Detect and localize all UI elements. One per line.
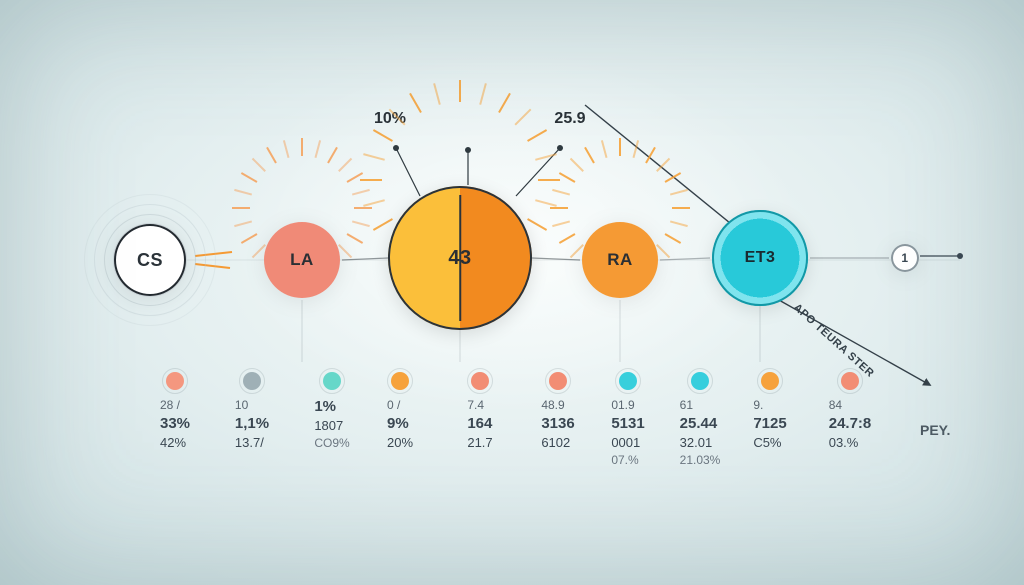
data-value: 21.7 (467, 435, 492, 450)
node-la: LA (264, 222, 340, 298)
data-column: 01.9 5131 0001 07.% (611, 398, 644, 467)
data-value: 13.7/ (235, 435, 269, 450)
node-cs: CS (114, 224, 186, 296)
data-column: 61 25.44 32.01 21.03% (680, 398, 721, 467)
data-value: 03.% (829, 435, 872, 450)
data-value: 3136 (541, 415, 574, 432)
data-value: 164 (467, 415, 492, 432)
data-value: 0001 (611, 435, 644, 450)
node-label-et3: ET3 (745, 249, 776, 267)
node-label-ra: RA (607, 250, 633, 270)
data-value: 5131 (611, 415, 644, 432)
node-et3: ET3 (712, 210, 808, 306)
data-value: 1% (314, 398, 349, 415)
side-unit-label: PEY. (920, 422, 950, 438)
node-label-la: LA (290, 250, 314, 270)
data-value: 20% (387, 435, 413, 450)
node-label-one: 1 (901, 251, 908, 265)
data-value: 6102 (541, 435, 574, 450)
data-value: 0 / (387, 398, 413, 412)
data-value: 21.03% (680, 453, 721, 467)
data-value: 07.% (611, 453, 644, 467)
node-label-center: 43 (448, 247, 471, 270)
data-column: 28 / 33% 42% (160, 398, 190, 450)
data-value: 1,1% (235, 415, 269, 432)
node-one: 1 (891, 244, 919, 272)
legend-dot (549, 372, 567, 390)
data-column: 10 1,1% 13.7/ (235, 398, 269, 450)
data-value: 42% (160, 435, 190, 450)
data-value: C5% (753, 435, 786, 450)
data-value: 84 (829, 398, 872, 412)
data-value: CO9% (314, 436, 349, 450)
legend-dot (761, 372, 779, 390)
data-column: 9. 7125 C5% (753, 398, 786, 450)
legend-dot (691, 372, 709, 390)
node-label-cs: CS (137, 250, 163, 271)
data-value: 01.9 (611, 398, 644, 412)
data-column: 7.4 164 21.7 (467, 398, 492, 450)
data-value: 61 (680, 398, 721, 412)
data-value: 9% (387, 415, 413, 432)
data-value: 32.01 (680, 435, 721, 450)
legend-dot (243, 372, 261, 390)
data-value: 48.9 (541, 398, 574, 412)
data-value: 9. (753, 398, 786, 412)
data-value: 7.4 (467, 398, 492, 412)
diagonal-axis-label: APO TEURA STER (791, 302, 876, 380)
data-value: 1807 (314, 418, 349, 433)
legend-dot (391, 372, 409, 390)
legend-dot (166, 372, 184, 390)
data-value: 25.44 (680, 415, 721, 432)
data-column: 48.9 3136 6102 (541, 398, 574, 450)
node-center: 43 (388, 186, 532, 330)
top-label-right: 25.9 (554, 110, 585, 128)
top-label-left: 10% (374, 110, 406, 128)
data-value: 33% (160, 415, 190, 432)
data-value: 7125 (753, 415, 786, 432)
legend-dot (471, 372, 489, 390)
legend-dot (619, 372, 637, 390)
node-ra: RA (582, 222, 658, 298)
data-column: 1% 1807 CO9% (314, 398, 349, 450)
data-column: 84 24.7:8 03.% (829, 398, 872, 450)
data-value: 10 (235, 398, 269, 412)
data-column: 0 / 9% 20% (387, 398, 413, 450)
legend-dot (841, 372, 859, 390)
data-value: 28 / (160, 398, 190, 412)
data-value: 24.7:8 (829, 415, 872, 432)
legend-dot (323, 372, 341, 390)
